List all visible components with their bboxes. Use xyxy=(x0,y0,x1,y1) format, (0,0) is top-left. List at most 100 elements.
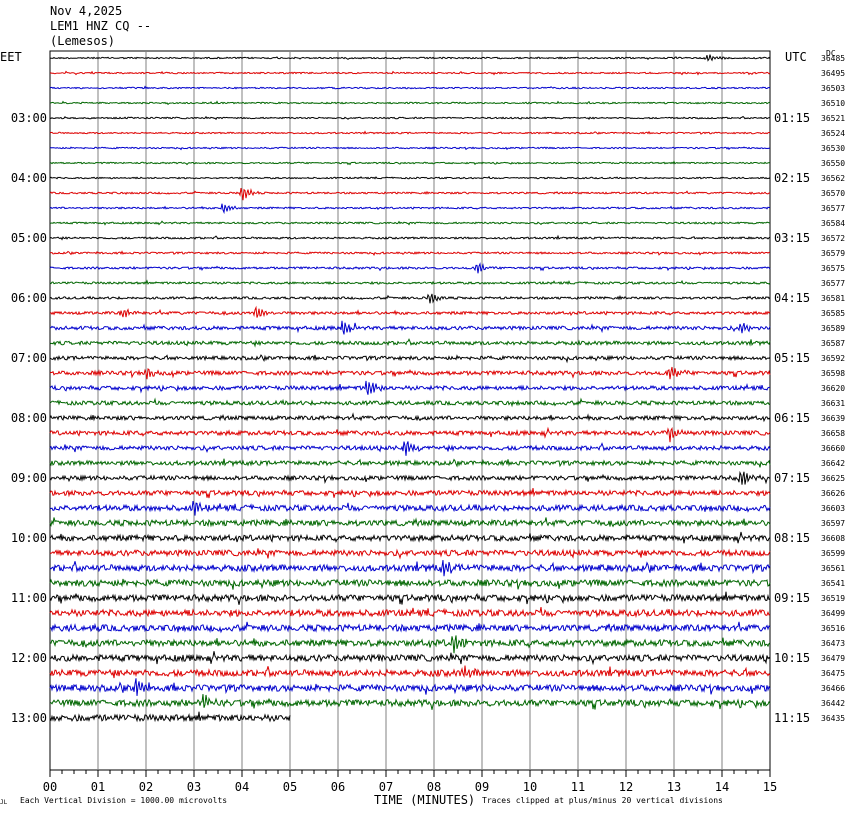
trace-3 xyxy=(49,85,771,90)
dc-offset-label: 36592 xyxy=(821,354,845,363)
trace-11 xyxy=(49,203,771,215)
x-tick-label: 15 xyxy=(763,780,777,794)
dc-offset-label: 36516 xyxy=(821,624,845,633)
x-tick-label: 02 xyxy=(139,780,153,794)
dc-offset-label: 36660 xyxy=(821,444,845,453)
dc-offset-label: 36550 xyxy=(821,159,845,168)
dc-offset-label: 36435 xyxy=(821,714,845,723)
x-tick-label: 09 xyxy=(475,780,489,794)
trace-15 xyxy=(49,262,771,274)
trace-25 xyxy=(49,412,771,423)
left-hour-label: 07:00 xyxy=(11,351,47,365)
right-hour-label: 01:15 xyxy=(774,111,810,125)
dc-offset-label: 36599 xyxy=(821,549,845,558)
dc-offset-label: 36442 xyxy=(821,699,845,708)
right-hour-label: 09:15 xyxy=(774,591,810,605)
left-hour-label: 11:00 xyxy=(11,591,47,605)
trace-31 xyxy=(49,500,771,516)
right-hour-label: 06:15 xyxy=(774,411,810,425)
trace-20 xyxy=(49,338,771,348)
trace-40 xyxy=(49,635,771,654)
scale-note: Each Vertical Division = 1000.00 microvo… xyxy=(20,796,228,805)
dc-offset-label: 36639 xyxy=(821,414,845,423)
trace-9 xyxy=(49,175,771,180)
dc-offset-label: 36598 xyxy=(821,369,845,378)
x-tick-label: 13 xyxy=(667,780,681,794)
dc-offset-label: 36631 xyxy=(821,399,845,408)
clip-note: Traces clipped at plus/minus 20 vertical… xyxy=(482,796,723,805)
dc-offset-label: 36642 xyxy=(821,459,845,468)
trace-19 xyxy=(49,320,771,335)
trace-45 xyxy=(49,711,291,723)
x-tick-label: 11 xyxy=(571,780,585,794)
trace-42 xyxy=(49,665,771,679)
right-hour-label: 04:15 xyxy=(774,291,810,305)
left-timezone-label: EET xyxy=(0,50,22,64)
right-timezone-label: UTC xyxy=(785,50,807,64)
trace-17 xyxy=(49,293,771,304)
trace-2 xyxy=(49,70,771,76)
dc-offset-label: 36575 xyxy=(821,264,845,273)
trace-34 xyxy=(49,548,771,560)
dc-offset-label: 36473 xyxy=(821,639,845,648)
dc-offset-label: 36579 xyxy=(821,249,845,258)
left-hour-label: 04:00 xyxy=(11,171,47,185)
dc-offset-label: 36570 xyxy=(821,189,845,198)
x-tick-label: 06 xyxy=(331,780,345,794)
trace-43 xyxy=(49,678,771,696)
trace-21 xyxy=(49,354,771,364)
trace-4 xyxy=(49,100,771,106)
trace-5 xyxy=(49,115,771,121)
right-hour-label: 02:15 xyxy=(774,171,810,185)
trace-44 xyxy=(49,694,771,710)
x-tick-label: 05 xyxy=(283,780,297,794)
trace-13 xyxy=(49,234,771,241)
dc-offset-label: 36524 xyxy=(821,129,845,138)
trace-16 xyxy=(49,279,771,286)
dc-offset-label: 36589 xyxy=(821,324,845,333)
right-hour-label: 11:15 xyxy=(774,711,810,725)
trace-6 xyxy=(49,130,771,135)
x-tick-label: 04 xyxy=(235,780,249,794)
dc-offset-label: 36503 xyxy=(821,84,845,93)
trace-23 xyxy=(49,380,770,395)
x-tick-label: 12 xyxy=(619,780,633,794)
dc-offset-label: 36584 xyxy=(821,219,845,228)
left-hour-label: 05:00 xyxy=(11,231,47,245)
x-tick-label: 14 xyxy=(715,780,729,794)
dc-offset-label: 36562 xyxy=(821,174,845,183)
left-hour-label: 13:00 xyxy=(11,711,47,725)
trace-36 xyxy=(49,578,771,590)
trace-26 xyxy=(49,426,771,443)
date-label: Nov 4,2025 xyxy=(50,4,123,18)
trace-14 xyxy=(49,250,770,256)
x-tick-label: 08 xyxy=(427,780,441,794)
dc-offset-label: 36587 xyxy=(821,339,845,348)
trace-1 xyxy=(49,54,771,62)
trace-18 xyxy=(49,305,771,318)
dc-offset-label: 36521 xyxy=(821,114,845,123)
dc-offset-label: 36603 xyxy=(821,504,845,513)
right-hour-label: 10:15 xyxy=(774,651,810,665)
trace-22 xyxy=(49,366,771,380)
location-label: (Lemesos) xyxy=(50,34,116,48)
right-hour-label: 03:15 xyxy=(774,231,810,245)
trace-8 xyxy=(49,160,771,166)
trace-39 xyxy=(49,621,771,634)
left-hour-label: 03:00 xyxy=(11,111,47,125)
dc-offset-label: 36626 xyxy=(821,489,845,498)
x-tick-label: 01 xyxy=(91,780,105,794)
dc-offset-label: 36495 xyxy=(821,69,845,78)
corner-mark: JL xyxy=(0,799,8,806)
station-label: LEM1 HNZ CQ -- xyxy=(50,19,152,33)
trace-29 xyxy=(49,470,771,485)
dc-offset-label: 36510 xyxy=(821,99,845,108)
x-tick-label: 07 xyxy=(379,780,393,794)
dc-offset-label: 36541 xyxy=(821,579,845,588)
trace-10 xyxy=(49,188,771,201)
dc-offset-label: 36519 xyxy=(821,594,845,603)
trace-32 xyxy=(49,517,771,528)
dc-offset-label: 36499 xyxy=(821,609,845,618)
trace-35 xyxy=(49,560,771,577)
dc-offset-label: 36530 xyxy=(821,144,845,153)
